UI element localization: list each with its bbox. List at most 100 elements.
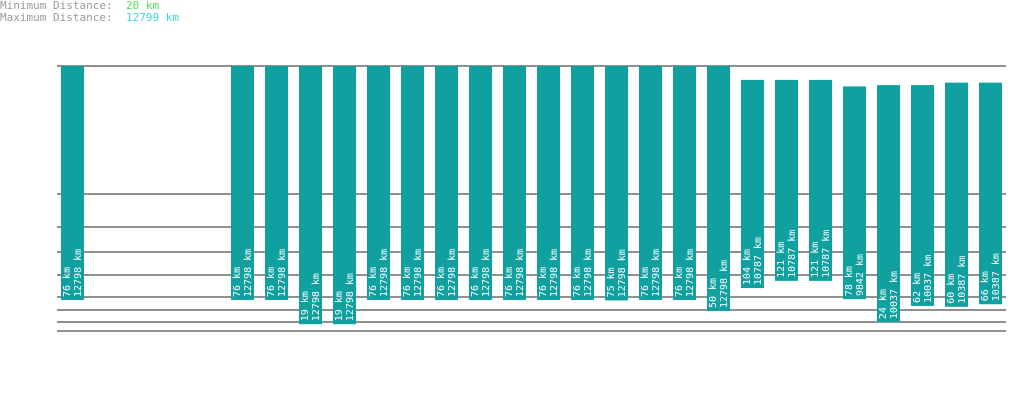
bar bbox=[877, 85, 900, 323]
bar-group: 62 km 10037 km bbox=[911, 85, 934, 306]
bar-min-label: 75 km bbox=[606, 267, 617, 297]
bar bbox=[367, 66, 390, 300]
bar bbox=[333, 66, 356, 325]
bar-min-label: 76 km bbox=[674, 267, 685, 297]
bar-max-label: 12798 km bbox=[719, 260, 730, 308]
bar-group: 19 km 12798 km bbox=[299, 66, 322, 325]
bar-min-label: 60 km bbox=[946, 274, 957, 304]
minimum-distance-label: Minimum Distance: bbox=[0, 0, 113, 12]
bar-min-label: 76 km bbox=[640, 267, 651, 297]
bar-group: 121 km 10787 km bbox=[809, 79, 832, 281]
maximum-distance-label: Maximum Distance: bbox=[0, 11, 113, 24]
bar-min-label: 78 km bbox=[844, 266, 855, 296]
bar bbox=[469, 66, 492, 300]
bar bbox=[605, 66, 628, 301]
bar bbox=[843, 86, 866, 300]
bar-group: 76 km 12798 km bbox=[61, 66, 84, 300]
bar bbox=[61, 66, 84, 300]
bar-group: 76 km 12798 km bbox=[265, 66, 288, 300]
bar bbox=[299, 66, 322, 325]
bar-group: 76 km 12798 km bbox=[503, 66, 526, 300]
bar-min-label: 76 km bbox=[232, 267, 243, 297]
bar-group: 121 km 10787 km bbox=[775, 79, 798, 281]
bar-group: 19 km 12798 km bbox=[333, 66, 356, 325]
bar-max-label: 12798 km bbox=[243, 249, 254, 297]
bar-min-label: 76 km bbox=[402, 267, 413, 297]
bar-min-label: 76 km bbox=[470, 267, 481, 297]
bar bbox=[809, 79, 832, 281]
bar-max-label: 10037 km bbox=[923, 255, 934, 303]
bar bbox=[639, 66, 662, 300]
bar-max-label: 12798 km bbox=[617, 249, 628, 297]
bar-group: 76 km 12798 km bbox=[571, 66, 594, 300]
bar-min-label: 104 km bbox=[742, 249, 753, 285]
bar-min-label: 62 km bbox=[912, 273, 923, 303]
bar-min-label: 76 km bbox=[368, 267, 379, 297]
bar-max-label: 12798 km bbox=[447, 249, 458, 297]
bar-group: 50 km 12798 km bbox=[707, 66, 730, 312]
bar-max-label: 10387 km bbox=[957, 256, 968, 304]
maximum-distance-row: Maximum Distance: 12799 km bbox=[0, 12, 179, 24]
minimum-distance-value: 20 km bbox=[126, 0, 160, 12]
bar bbox=[231, 66, 254, 300]
bar-min-label: 19 km bbox=[300, 291, 311, 321]
bar bbox=[571, 66, 594, 300]
bar-min-label: 50 km bbox=[708, 278, 719, 308]
bar bbox=[673, 66, 696, 300]
distance-summary: Minimum Distance: 20 km Maximum Distance:… bbox=[0, 0, 179, 24]
bar-group: 76 km 12798 km bbox=[231, 66, 254, 300]
bar-group: 60 km 10387 km bbox=[945, 82, 968, 307]
minimum-distance-row: Minimum Distance: 20 km bbox=[0, 0, 179, 12]
bar-min-label: 76 km bbox=[62, 267, 73, 297]
bar-min-label: 66 km bbox=[980, 271, 991, 301]
bar-max-label: 9842 km bbox=[855, 254, 866, 296]
bar bbox=[979, 82, 1002, 305]
bar-max-label: 12798 km bbox=[345, 273, 356, 321]
bar-group: 76 km 12798 km bbox=[537, 66, 560, 300]
bar-max-label: 12798 km bbox=[413, 249, 424, 297]
bar-group: 76 km 12798 km bbox=[673, 66, 696, 300]
bar-group: 76 km 12798 km bbox=[469, 66, 492, 300]
bar-group: 76 km 12798 km bbox=[639, 66, 662, 300]
bar bbox=[265, 66, 288, 300]
bar-max-label: 10387 km bbox=[991, 253, 1002, 301]
bar bbox=[775, 79, 798, 281]
bar-group: 76 km 12798 km bbox=[401, 66, 424, 300]
bar-max-label: 12798 km bbox=[73, 249, 84, 297]
bar-min-label: 121 km bbox=[810, 242, 821, 278]
bar-group: 104 km 10787 km bbox=[741, 79, 764, 289]
bar-group: 78 km 9842 km bbox=[843, 86, 866, 300]
bar-max-label: 12798 km bbox=[549, 249, 560, 297]
bar bbox=[707, 66, 730, 312]
bar-min-label: 76 km bbox=[538, 267, 549, 297]
bar bbox=[911, 85, 934, 306]
bar-group: 66 km 10387 km bbox=[979, 82, 1002, 305]
bar-min-label: 76 km bbox=[504, 267, 515, 297]
maximum-distance-value: 12799 km bbox=[126, 11, 179, 24]
bar-min-label: 24 km bbox=[878, 289, 889, 319]
bar-max-label: 12798 km bbox=[481, 249, 492, 297]
bar bbox=[537, 66, 560, 300]
bar-max-label: 12798 km bbox=[379, 249, 390, 297]
bar-max-label: 12798 km bbox=[311, 273, 322, 321]
bar-group: 76 km 12798 km bbox=[367, 66, 390, 300]
bar-group: 75 km 12798 km bbox=[605, 66, 628, 301]
bar-min-label: 19 km bbox=[334, 291, 345, 321]
bar-max-label: 12798 km bbox=[277, 249, 288, 297]
bar-min-label: 121 km bbox=[776, 242, 787, 278]
bar-min-label: 76 km bbox=[266, 267, 277, 297]
bar-max-label: 10037 km bbox=[889, 271, 900, 319]
bar bbox=[945, 82, 968, 307]
bar bbox=[435, 66, 458, 300]
bar-max-label: 10787 km bbox=[821, 230, 832, 278]
bar-min-label: 76 km bbox=[572, 267, 583, 297]
bar bbox=[401, 66, 424, 300]
bar-max-label: 10787 km bbox=[753, 237, 764, 285]
bar-group: 24 km 10037 km bbox=[877, 85, 900, 323]
bar-max-label: 10787 km bbox=[787, 230, 798, 278]
bar-group: 76 km 12798 km bbox=[435, 66, 458, 300]
bar-max-label: 12798 km bbox=[685, 249, 696, 297]
bar-max-label: 12798 km bbox=[651, 249, 662, 297]
bar-max-label: 12798 km bbox=[583, 249, 594, 297]
